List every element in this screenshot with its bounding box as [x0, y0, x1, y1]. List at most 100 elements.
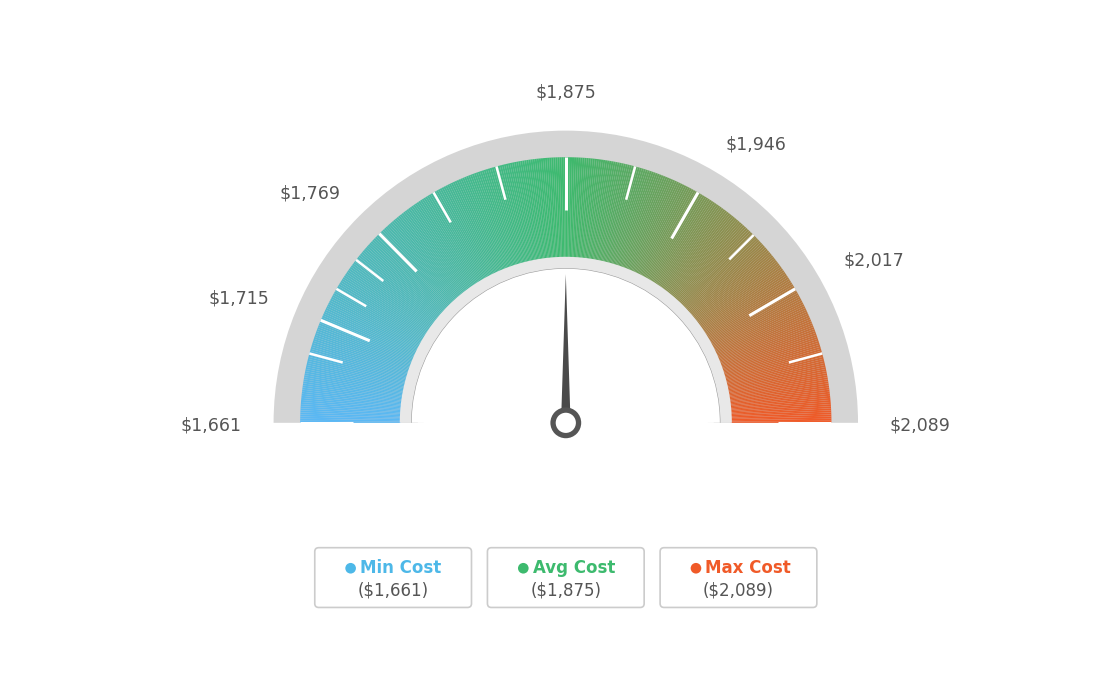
Wedge shape	[339, 282, 426, 337]
Wedge shape	[384, 228, 454, 303]
Wedge shape	[718, 319, 811, 359]
Wedge shape	[560, 157, 563, 258]
Wedge shape	[678, 228, 747, 303]
Circle shape	[346, 563, 355, 573]
Wedge shape	[711, 297, 800, 346]
Wedge shape	[693, 255, 773, 320]
Wedge shape	[376, 235, 449, 307]
Wedge shape	[431, 193, 484, 281]
Wedge shape	[718, 321, 813, 361]
Wedge shape	[301, 398, 402, 408]
Wedge shape	[305, 373, 404, 393]
Wedge shape	[300, 408, 402, 415]
Wedge shape	[530, 159, 545, 259]
Wedge shape	[335, 291, 423, 342]
Wedge shape	[304, 375, 404, 395]
Wedge shape	[319, 321, 414, 361]
Wedge shape	[300, 419, 401, 422]
Wedge shape	[545, 158, 554, 259]
Wedge shape	[400, 214, 464, 295]
Wedge shape	[304, 377, 404, 396]
Wedge shape	[636, 182, 681, 275]
Wedge shape	[731, 413, 831, 417]
Wedge shape	[439, 188, 489, 278]
Wedge shape	[382, 229, 453, 304]
Wedge shape	[703, 275, 788, 333]
Wedge shape	[331, 297, 421, 346]
Wedge shape	[729, 388, 829, 402]
Wedge shape	[346, 272, 431, 331]
Wedge shape	[649, 194, 703, 282]
Wedge shape	[422, 199, 478, 284]
Wedge shape	[720, 329, 815, 366]
Wedge shape	[408, 208, 469, 290]
Text: ($2,089): ($2,089)	[703, 582, 774, 600]
Wedge shape	[393, 219, 460, 297]
Wedge shape	[724, 348, 821, 378]
Wedge shape	[302, 384, 403, 400]
Wedge shape	[731, 419, 831, 422]
Wedge shape	[541, 158, 552, 259]
Wedge shape	[679, 229, 750, 304]
Wedge shape	[629, 177, 669, 271]
Wedge shape	[466, 176, 506, 270]
Wedge shape	[634, 181, 677, 273]
Circle shape	[691, 563, 701, 573]
Wedge shape	[655, 199, 712, 285]
Wedge shape	[578, 158, 588, 259]
Wedge shape	[596, 162, 617, 262]
Wedge shape	[638, 184, 684, 275]
Wedge shape	[300, 417, 401, 420]
Wedge shape	[309, 351, 407, 380]
Wedge shape	[657, 202, 715, 286]
Wedge shape	[686, 241, 761, 311]
Wedge shape	[671, 219, 739, 297]
Wedge shape	[726, 367, 826, 389]
Wedge shape	[728, 373, 827, 393]
Wedge shape	[690, 248, 767, 316]
Text: $1,715: $1,715	[209, 290, 269, 308]
Wedge shape	[620, 172, 656, 268]
Wedge shape	[615, 170, 648, 266]
Wedge shape	[456, 180, 499, 273]
Wedge shape	[330, 299, 421, 347]
Wedge shape	[712, 302, 804, 349]
Wedge shape	[637, 184, 682, 275]
Wedge shape	[529, 159, 544, 259]
Wedge shape	[698, 264, 779, 325]
Wedge shape	[684, 239, 760, 310]
Wedge shape	[399, 215, 463, 295]
Wedge shape	[577, 158, 586, 259]
Wedge shape	[643, 188, 692, 278]
Wedge shape	[558, 157, 562, 258]
Wedge shape	[719, 323, 813, 362]
Wedge shape	[351, 265, 433, 326]
Wedge shape	[381, 230, 453, 304]
FancyBboxPatch shape	[660, 548, 817, 607]
Wedge shape	[444, 186, 491, 277]
Wedge shape	[665, 210, 726, 292]
Wedge shape	[514, 162, 535, 262]
Wedge shape	[675, 224, 743, 300]
Wedge shape	[726, 361, 825, 386]
Wedge shape	[639, 185, 687, 276]
Wedge shape	[594, 161, 614, 261]
Wedge shape	[562, 157, 564, 258]
Wedge shape	[390, 222, 458, 299]
Wedge shape	[730, 402, 831, 411]
Wedge shape	[681, 233, 754, 306]
Wedge shape	[670, 217, 735, 296]
Wedge shape	[689, 246, 765, 314]
Wedge shape	[488, 168, 519, 266]
Wedge shape	[300, 411, 401, 416]
Wedge shape	[617, 170, 650, 266]
Wedge shape	[576, 158, 584, 259]
Wedge shape	[410, 207, 470, 290]
Wedge shape	[689, 247, 766, 315]
Wedge shape	[336, 288, 424, 340]
Wedge shape	[375, 237, 448, 308]
Wedge shape	[605, 165, 631, 264]
Wedge shape	[315, 333, 411, 368]
Wedge shape	[344, 273, 429, 331]
Wedge shape	[575, 157, 583, 259]
